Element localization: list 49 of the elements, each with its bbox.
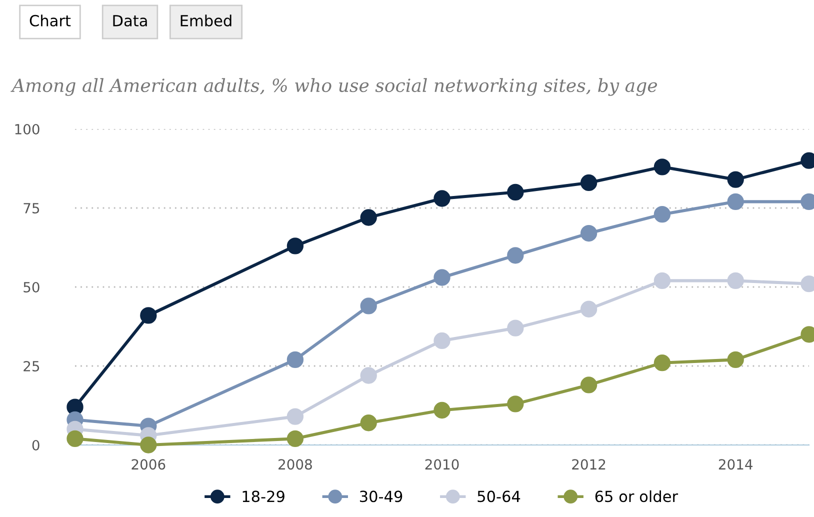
point bbox=[434, 190, 450, 207]
legend-label: 30-49 bbox=[360, 490, 402, 502]
point bbox=[727, 272, 744, 290]
point bbox=[140, 307, 157, 324]
point bbox=[286, 430, 304, 448]
point bbox=[654, 272, 671, 290]
y-tick-label: 50 bbox=[24, 282, 40, 292]
point bbox=[360, 414, 377, 432]
point bbox=[360, 367, 377, 384]
point bbox=[654, 158, 671, 176]
point bbox=[654, 206, 671, 223]
point bbox=[727, 193, 744, 210]
point bbox=[286, 238, 304, 254]
y-tick-label: 0 bbox=[32, 440, 40, 450]
y-tick-label: 75 bbox=[24, 203, 40, 214]
x-tick-label: 2008 bbox=[278, 459, 312, 470]
point bbox=[580, 174, 598, 192]
x-tick-label: 2010 bbox=[425, 459, 459, 470]
point bbox=[66, 430, 84, 448]
text: Data bbox=[113, 15, 147, 26]
point bbox=[507, 247, 524, 264]
x-tick-label: 2006 bbox=[132, 459, 166, 470]
point bbox=[286, 351, 304, 368]
point bbox=[360, 298, 377, 314]
point bbox=[507, 396, 524, 412]
point bbox=[360, 209, 377, 226]
point bbox=[434, 269, 450, 286]
point bbox=[654, 354, 671, 372]
chart-title: Among all American adults, % who use social networking sites, by age bbox=[10, 78, 658, 96]
y-tick-label: 100 bbox=[15, 124, 40, 134]
point bbox=[580, 300, 598, 318]
point bbox=[727, 171, 744, 188]
point bbox=[434, 402, 450, 419]
point bbox=[507, 184, 524, 201]
point bbox=[580, 224, 598, 242]
text: Embed bbox=[180, 14, 232, 26]
point bbox=[580, 376, 598, 394]
point bbox=[507, 320, 524, 336]
y-tick-label: 25 bbox=[24, 360, 40, 372]
point bbox=[727, 351, 744, 368]
x-tick-label: 2014 bbox=[718, 459, 752, 470]
x-tick-label: 2012 bbox=[572, 459, 606, 470]
point bbox=[434, 332, 450, 350]
legend-label: 65 or older bbox=[595, 490, 678, 502]
legend-label: 50-64 bbox=[478, 490, 520, 502]
text: Chart bbox=[30, 14, 71, 26]
point bbox=[140, 436, 157, 454]
legend-label: 18-29 bbox=[242, 490, 284, 502]
point bbox=[286, 408, 304, 425]
